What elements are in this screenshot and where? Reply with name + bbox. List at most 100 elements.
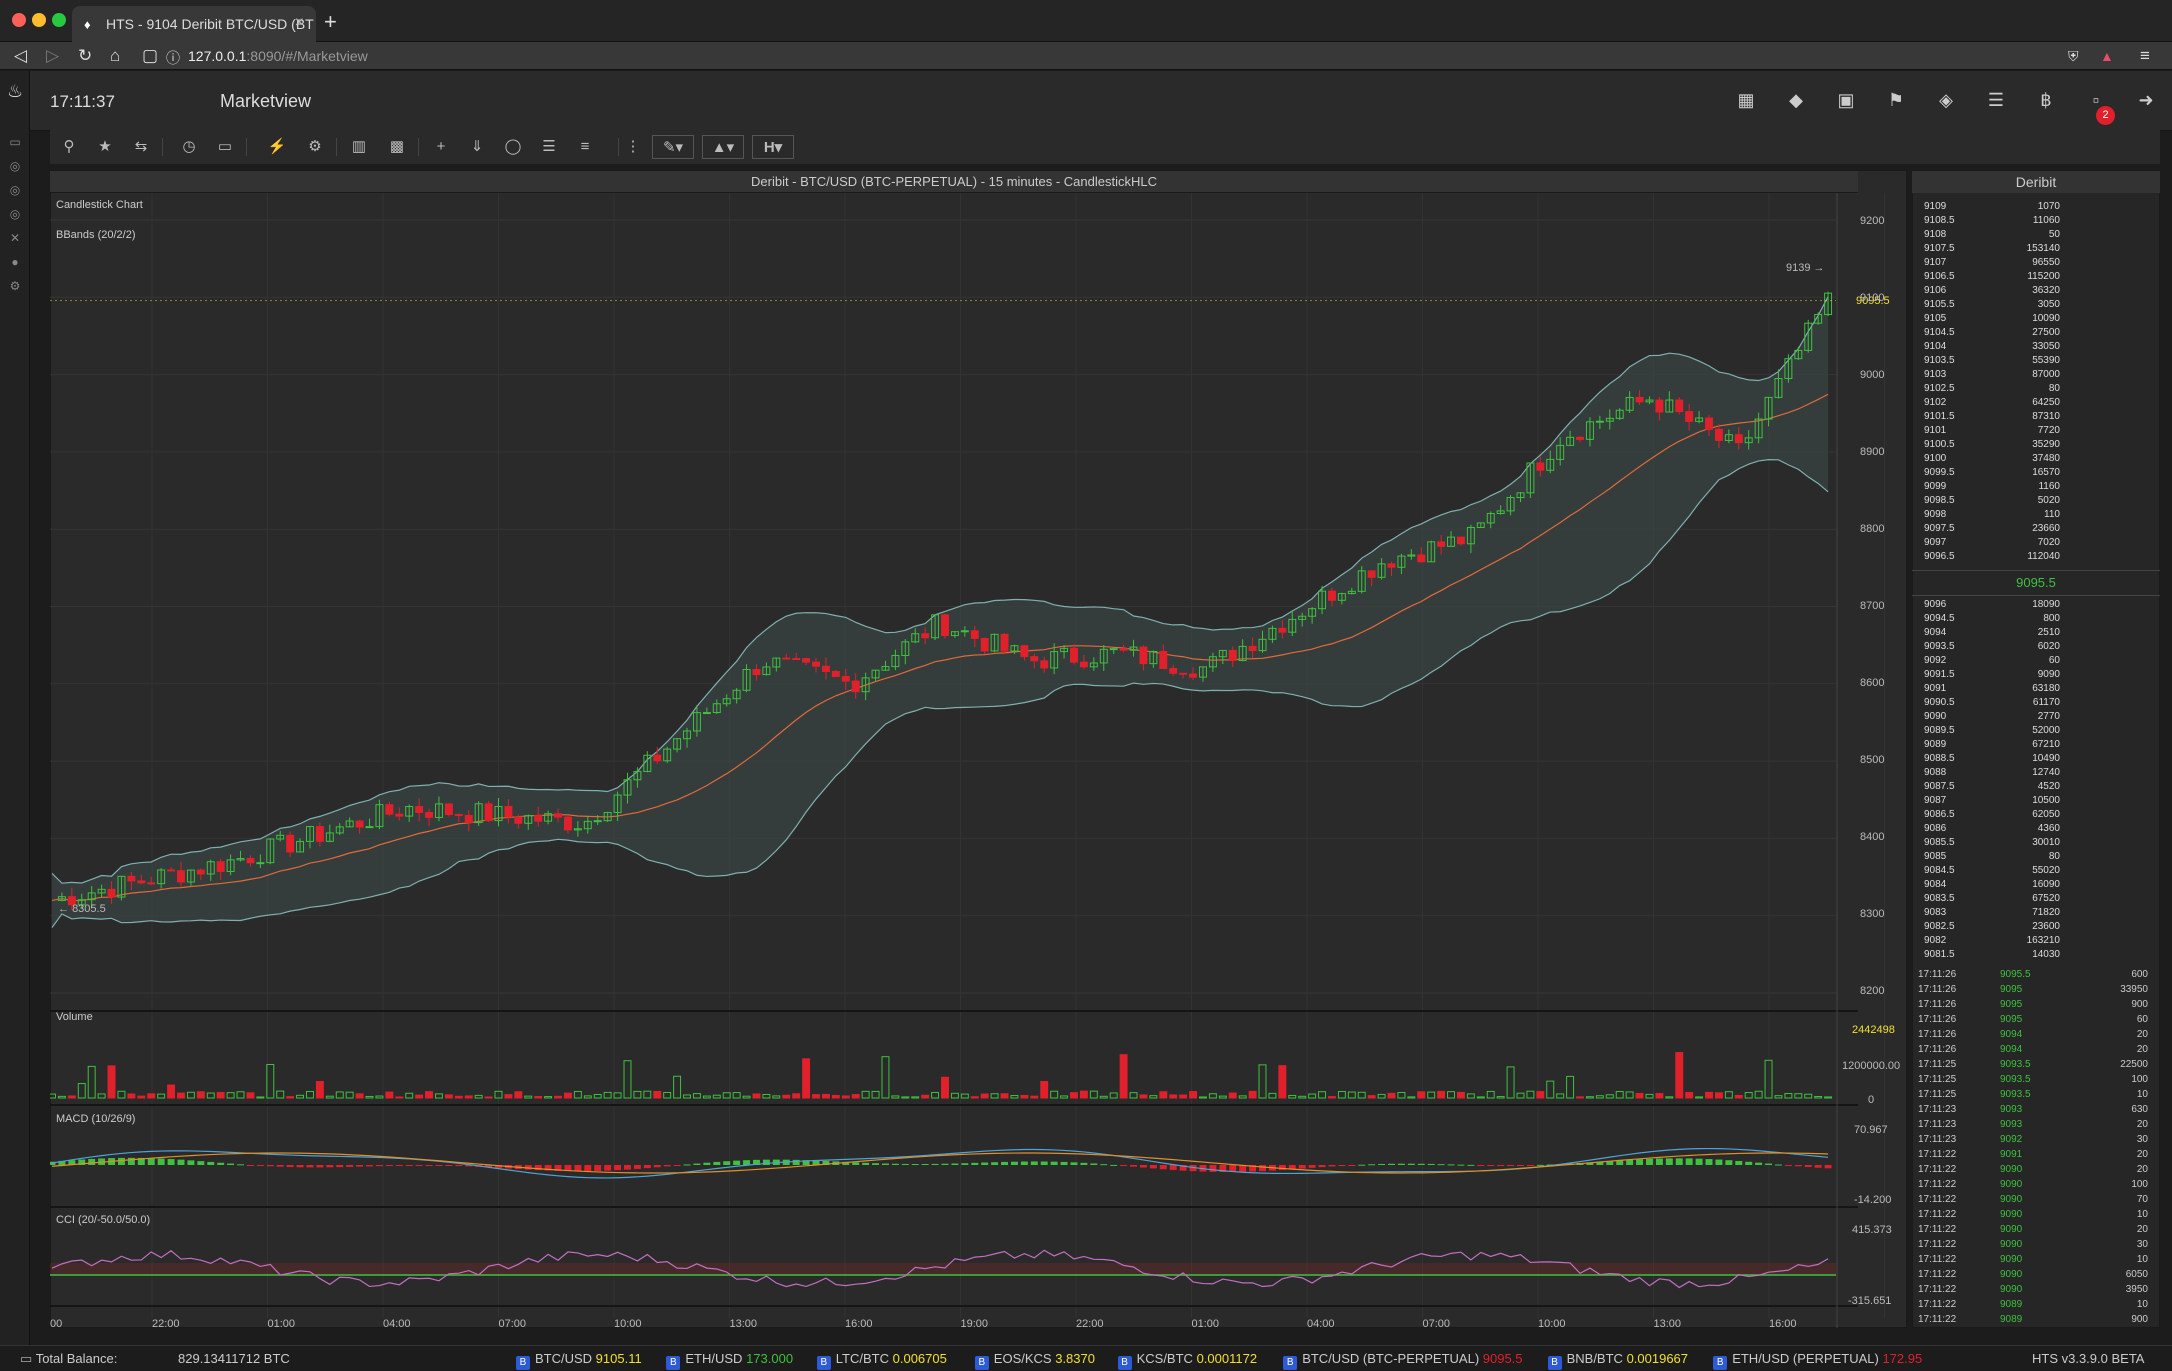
candle-type-icon[interactable]: ▭	[217, 138, 233, 155]
bulb-icon[interactable]: ◎	[9, 159, 21, 173]
menu-icon[interactable]: ≡	[2140, 46, 2150, 65]
browser-tab[interactable]: ♦ HTS - 9104 Deribit BTC/USD (BT ×	[72, 6, 316, 42]
ask-row[interactable]: 9103.5 55390	[1924, 355, 2060, 369]
minimize-window-button[interactable]	[32, 13, 46, 27]
close-tab-icon[interactable]: ×	[294, 14, 304, 31]
ask-row[interactable]: 9101.5 87310	[1924, 411, 2060, 425]
bid-row[interactable]: 9091.5 9090	[1924, 669, 2060, 683]
bell-icon[interactable]: ⚑	[1887, 90, 1905, 110]
new-tab-button[interactable]: +	[324, 9, 337, 34]
bid-row[interactable]: 9089 67210	[1924, 739, 2060, 753]
ask-row[interactable]: 9106 36320	[1924, 285, 2060, 299]
ticker-item[interactable]: B KCS/BTC 0.0001172	[1117, 1351, 1257, 1370]
fib-icon[interactable]: ≡	[580, 138, 590, 155]
reload-icon[interactable]: ↻	[78, 46, 93, 65]
chart-panel[interactable]	[50, 170, 1907, 1328]
ask-row[interactable]: 9096.5 112040	[1924, 551, 2060, 565]
bid-row[interactable]: 9084.5 55020	[1924, 865, 2060, 879]
lines-icon[interactable]: ☰	[542, 138, 556, 155]
bid-row[interactable]: 9087 10500	[1924, 795, 2060, 809]
ask-row[interactable]: 9102.5 80	[1924, 383, 2060, 397]
ask-row[interactable]: 9098.5 5020	[1924, 495, 2060, 509]
ask-row[interactable]: 9107 96550	[1924, 257, 2060, 271]
bid-row[interactable]: 9086 4360	[1924, 823, 2060, 837]
swap-icon[interactable]: ⇆	[134, 138, 148, 155]
bid-row[interactable]: 9093.5 6020	[1924, 641, 2060, 655]
bid-row[interactable]: 9083 71820	[1924, 907, 2060, 921]
home-icon[interactable]: ⌂	[110, 46, 121, 65]
bid-row[interactable]: 9088.5 10490	[1924, 753, 2060, 767]
shield-icon[interactable]: ⛨	[2068, 48, 2079, 64]
bid-row[interactable]: 9090 2770	[1924, 711, 2060, 725]
ask-row[interactable]: 9100.5 35290	[1924, 439, 2060, 453]
monitor-icon[interactable]: ▭	[9, 135, 21, 149]
ask-row[interactable]: 9106.5 115200	[1924, 271, 2060, 285]
ticker-item[interactable]: B BNB/BTC 0.0019667	[1547, 1351, 1688, 1370]
ticker-item[interactable]: B ETH/USD (PERPETUAL) 172.95	[1713, 1351, 1922, 1370]
bid-row[interactable]: 9094.5 800	[1924, 613, 2060, 627]
coins-icon[interactable]: ☰	[1987, 90, 2005, 110]
ask-row[interactable]: 9104 33050	[1924, 341, 2060, 355]
more-icon[interactable]: ⋮	[625, 138, 641, 155]
tools-icon[interactable]: ✕	[9, 231, 21, 245]
bid-row[interactable]: 9094 2510	[1924, 627, 2060, 641]
strategy-settings-icon[interactable]: ▩	[389, 138, 405, 155]
map-icon[interactable]: ▦	[1737, 90, 1755, 110]
ask-row[interactable]: 9108 50	[1924, 229, 2060, 243]
ask-row[interactable]: 9097.5 23660	[1924, 523, 2060, 537]
bid-row[interactable]: 9088 12740	[1924, 767, 2060, 781]
fullscreen-icon[interactable]: ▣	[1837, 90, 1855, 110]
bid-row[interactable]: 9096 18090	[1924, 599, 2060, 613]
ask-row[interactable]: 9103 87000	[1924, 369, 2060, 383]
ticket-icon[interactable]: ◆	[1789, 90, 1803, 110]
bid-row[interactable]: 9090.5 61170	[1924, 697, 2060, 711]
bid-row[interactable]: 9083.5 67520	[1924, 893, 2060, 907]
settings-icon[interactable]: ⚙	[9, 279, 21, 293]
bid-row[interactable]: 9092 60	[1924, 655, 2060, 669]
info-icon[interactable]: ⓘ	[166, 50, 180, 66]
star-icon[interactable]: ★	[98, 138, 112, 155]
bookmark-icon[interactable]: ▢	[142, 46, 159, 65]
forward-icon[interactable]: ▷	[46, 46, 60, 65]
indicator-settings-icon[interactable]: ⚙	[308, 138, 322, 155]
bid-row[interactable]: 9087.5 4520	[1924, 781, 2060, 795]
inbox-icon[interactable]: ▫	[2092, 90, 2100, 110]
bid-row[interactable]: 9081.5 14030	[1924, 949, 2060, 963]
rewards-icon[interactable]: ▲	[2100, 48, 2114, 64]
bulb3-icon[interactable]: ◎	[9, 207, 21, 221]
ticker-item[interactable]: B BTC/USD 9105.11	[516, 1351, 642, 1370]
brush-dropdown-icon[interactable]: ✎▾	[652, 135, 694, 159]
ask-row[interactable]: 9100 37480	[1924, 453, 2060, 467]
circle-icon[interactable]: ◯	[504, 138, 522, 155]
ask-row[interactable]: 9099 1160	[1924, 481, 2060, 495]
crosshair-icon[interactable]: +	[436, 138, 446, 155]
ask-row[interactable]: 9098 110	[1924, 509, 2060, 523]
add-indicator-icon[interactable]: ⚡	[267, 138, 287, 155]
bid-row[interactable]: 9084 16090	[1924, 879, 2060, 893]
bid-row[interactable]: 9082.5 23600	[1924, 921, 2060, 935]
search-icon[interactable]: ⚲	[63, 138, 75, 155]
ask-row[interactable]: 9101 7720	[1924, 425, 2060, 439]
ask-row[interactable]: 9104.5 27500	[1924, 327, 2060, 341]
ask-row[interactable]: 9109 1070	[1924, 201, 2060, 215]
ticker-item[interactable]: B EOS/KCS 3.8370	[974, 1351, 1095, 1370]
bid-row[interactable]: 9091 63180	[1924, 683, 2060, 697]
bid-row[interactable]: 9082 163210	[1924, 935, 2060, 949]
ticker-item[interactable]: B LTC/BTC 0.006705	[816, 1351, 947, 1370]
url-field[interactable]: 127.0.0.1:8090/#/Marketview	[188, 48, 368, 64]
ask-row[interactable]: 9105 10090	[1924, 313, 2060, 327]
ticker-item[interactable]: B BTC/USD (BTC-PERPETUAL) 9095.5	[1283, 1351, 1523, 1370]
ask-row[interactable]: 9099.5 16570	[1924, 467, 2060, 481]
bid-row[interactable]: 9085.5 30010	[1924, 837, 2060, 851]
bid-row[interactable]: 9085 80	[1924, 851, 2060, 865]
bid-row[interactable]: 9086.5 62050	[1924, 809, 2060, 823]
bid-row[interactable]: 9089.5 52000	[1924, 725, 2060, 739]
arrow-down-icon[interactable]: ⇓	[470, 138, 484, 155]
fill-dropdown-icon[interactable]: ▲▾	[702, 135, 744, 159]
add-strategy-icon[interactable]: ▥	[351, 138, 367, 155]
clock-icon[interactable]: ◷	[182, 138, 196, 155]
bulb2-icon[interactable]: ◎	[9, 183, 21, 197]
ask-row[interactable]: 9107.5 153140	[1924, 243, 2060, 257]
tag-icon[interactable]: ◈	[1939, 90, 1953, 110]
ask-row[interactable]: 9097 7020	[1924, 537, 2060, 551]
